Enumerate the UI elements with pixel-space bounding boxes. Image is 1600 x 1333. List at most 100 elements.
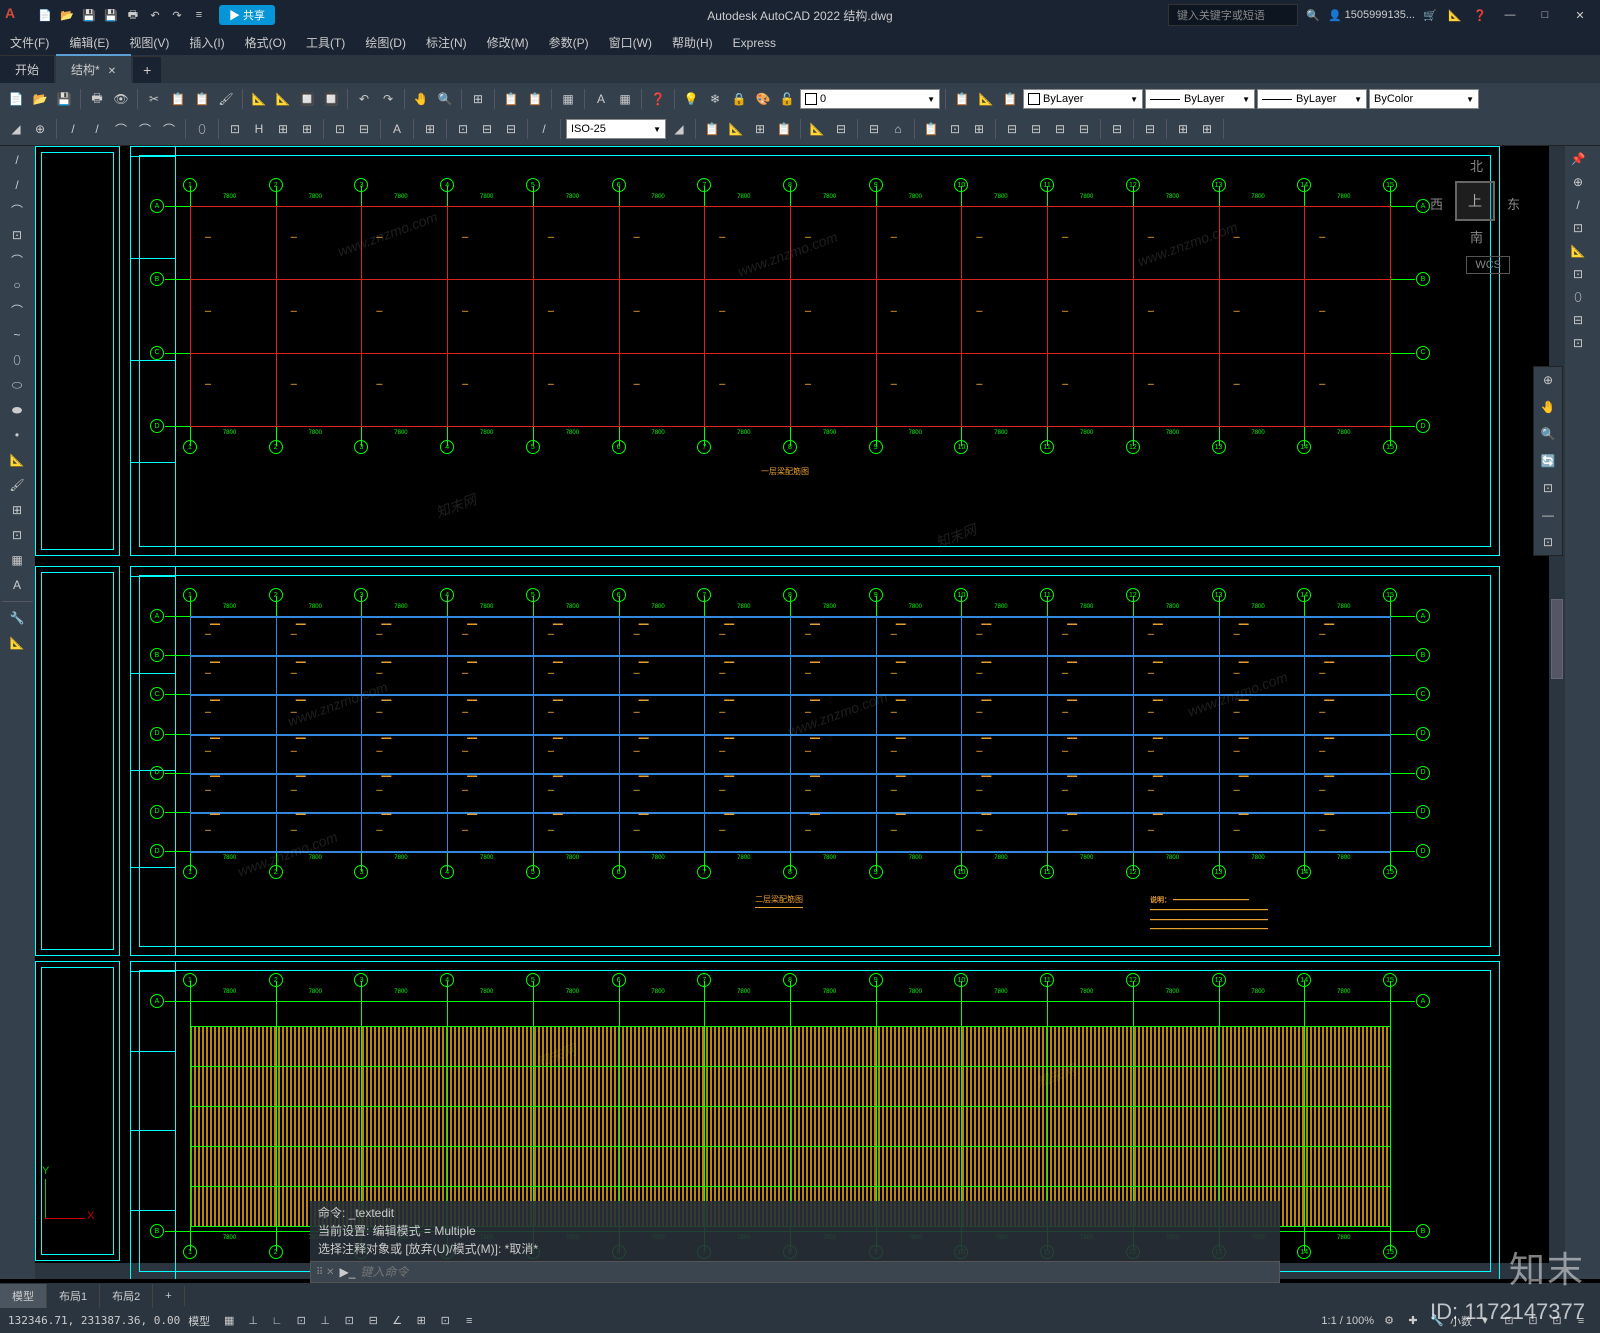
toolbar-btn-5[interactable]: 👁 <box>110 88 132 110</box>
dim-btn-9[interactable]: ⬯ <box>191 118 213 140</box>
draw-tool-10[interactable]: ⬬ <box>2 398 32 422</box>
tool2b-24[interactable]: ⊟ <box>1139 118 1161 140</box>
tab-layout1[interactable]: 布局1 <box>47 1284 100 1308</box>
nav-tool-1[interactable]: 🤚 <box>1534 394 1562 420</box>
tool2b-8[interactable]: ⊟ <box>830 118 852 140</box>
draw-tool-9[interactable]: ⬭ <box>2 373 32 397</box>
modify-tool-7[interactable]: ⊟ <box>1567 309 1589 331</box>
dim-btn-1[interactable]: ⊕ <box>29 118 51 140</box>
tool2b-2[interactable]: 📋 <box>701 118 723 140</box>
modify-tool-5[interactable]: ⊡ <box>1567 263 1589 285</box>
draw-tool-8[interactable]: ⬯ <box>2 348 32 372</box>
menu-dimension[interactable]: 标注(N) <box>426 34 467 51</box>
tool2b-27[interactable]: ⊞ <box>1196 118 1218 140</box>
menu-insert[interactable]: 插入(I) <box>189 34 224 51</box>
menu-format[interactable]: 格式(O) <box>245 34 286 51</box>
draw-tool-7[interactable]: ~ <box>2 323 32 347</box>
tool2b-13[interactable]: 📋 <box>920 118 942 140</box>
dim-btn-23[interactable]: ⊡ <box>452 118 474 140</box>
toolbar-btn-26[interactable]: 📋 <box>524 88 546 110</box>
command-input[interactable] <box>360 1265 1274 1279</box>
draw-tool-0[interactable]: / <box>2 148 32 172</box>
toolbar-btn-2[interactable]: 💾 <box>53 88 75 110</box>
qat-save[interactable]: 💾 <box>79 5 99 25</box>
draw-tool-5[interactable]: ○ <box>2 273 32 297</box>
draw-tool-13[interactable]: 🖌 <box>2 473 32 497</box>
tool2b-3[interactable]: 📐 <box>725 118 747 140</box>
nav-tool-4[interactable]: ⊡ <box>1534 475 1562 501</box>
draw-tool-2[interactable]: ⌒ <box>2 198 32 222</box>
status-btn-1[interactable]: ⊥ <box>242 1311 264 1331</box>
prop-color[interactable]: ByLayer▼ <box>1023 89 1143 109</box>
tab-layout2[interactable]: 布局2 <box>100 1284 153 1308</box>
menu-window[interactable]: 窗口(W) <box>609 34 652 51</box>
modify-tool-0[interactable]: 📌 <box>1567 148 1589 170</box>
toolbar-btn-1[interactable]: 📂 <box>29 88 51 110</box>
dim-btn-21[interactable]: ⊞ <box>419 118 441 140</box>
status-btn-3[interactable]: ⊡ <box>290 1311 312 1331</box>
layer-tool-1[interactable]: 📐 <box>975 88 997 110</box>
modify-tool-2[interactable]: / <box>1567 194 1589 216</box>
draw-tool-16[interactable]: ▦ <box>2 548 32 572</box>
draw-tool-15[interactable]: ⊡ <box>2 523 32 547</box>
tool2b-17[interactable]: ⊟ <box>1001 118 1023 140</box>
status-right-0[interactable]: ⚙ <box>1378 1311 1400 1331</box>
dim-btn-7[interactable]: ⌒ <box>158 118 180 140</box>
share-button[interactable]: ▶ 共享 <box>219 5 275 25</box>
draw-tool-1[interactable]: / <box>2 173 32 197</box>
status-btn-5[interactable]: ⊡ <box>338 1311 360 1331</box>
dim-btn-3[interactable]: / <box>62 118 84 140</box>
toolbar-btn-36[interactable]: ❄ <box>704 88 726 110</box>
dimstyle-dropdown[interactable]: ISO-25▼ <box>566 119 666 139</box>
layer-tool-0[interactable]: 📋 <box>951 88 973 110</box>
maximize-button[interactable]: □ <box>1530 5 1560 25</box>
menu-tools[interactable]: 工具(T) <box>306 34 345 51</box>
prop-ltype[interactable]: ByLayer▼ <box>1145 89 1255 109</box>
help-icon[interactable]: ❓ <box>1470 5 1490 25</box>
draw-tool-12[interactable]: 📐 <box>2 448 32 472</box>
draw-tool-11[interactable]: • <box>2 423 32 447</box>
toolbar-btn-4[interactable]: 🖶 <box>86 88 108 110</box>
prop-plot[interactable]: ByColor▼ <box>1369 89 1479 109</box>
status-right-1[interactable]: ✚ <box>1402 1311 1424 1331</box>
tool2b-18[interactable]: ⊟ <box>1025 118 1047 140</box>
dim-btn-24[interactable]: ⊟ <box>476 118 498 140</box>
modify-tool-8[interactable]: ⊡ <box>1567 332 1589 354</box>
status-btn-2[interactable]: ∟ <box>266 1311 288 1331</box>
toolbar-btn-13[interactable]: 📐 <box>272 88 294 110</box>
filetab-start[interactable]: 开始 <box>0 55 54 83</box>
draw-tool-6[interactable]: ⌒ <box>2 298 32 322</box>
toolbar-btn-7[interactable]: ✂ <box>143 88 165 110</box>
nav-tool-6[interactable]: ⊡ <box>1534 529 1562 555</box>
tool2b-20[interactable]: ⊟ <box>1073 118 1095 140</box>
tab-add-layout[interactable]: + <box>153 1286 184 1306</box>
toolbar-btn-0[interactable]: 📄 <box>5 88 27 110</box>
draw-tool-14[interactable]: ⊞ <box>2 498 32 522</box>
tool2b-5[interactable]: 📋 <box>773 118 795 140</box>
toolbar-btn-20[interactable]: 🤚 <box>410 88 432 110</box>
space-label[interactable]: 模型 <box>188 1313 210 1329</box>
scale-label[interactable]: 1:1 / 100% <box>1321 1315 1374 1327</box>
cmd-handle-icon[interactable]: ⠿ ✕ <box>316 1267 334 1278</box>
toolbar-btn-30[interactable]: A <box>590 88 612 110</box>
toolbar-btn-14[interactable]: 🔲 <box>296 88 318 110</box>
layer-dropdown[interactable]: 0▼ <box>800 89 940 109</box>
modify-tool-6[interactable]: ⬯ <box>1567 286 1589 308</box>
tool2b-4[interactable]: ⊞ <box>749 118 771 140</box>
modify-tool-1[interactable]: ⊕ <box>1567 171 1589 193</box>
draw-tool-17[interactable]: A <box>2 573 32 597</box>
qat-print[interactable]: 🖶 <box>123 5 143 25</box>
dim-btn-4[interactable]: / <box>86 118 108 140</box>
dim-btn-6[interactable]: ⌒ <box>134 118 156 140</box>
toolbar-btn-8[interactable]: 📋 <box>167 88 189 110</box>
toolbar-btn-9[interactable]: 📋 <box>191 88 213 110</box>
minimize-button[interactable]: — <box>1495 5 1525 25</box>
menu-draw[interactable]: 绘图(D) <box>365 34 406 51</box>
viewcube-north[interactable]: 北 <box>1470 156 1483 175</box>
cart-icon[interactable]: 🛒 <box>1420 5 1440 25</box>
search-icon[interactable]: 🔍 <box>1303 5 1323 25</box>
modify-tool-4[interactable]: 📐 <box>1567 240 1589 262</box>
nav-tool-2[interactable]: 🔍 <box>1534 421 1562 447</box>
dim-btn-12[interactable]: H <box>248 118 270 140</box>
tool2b-0[interactable]: ◢ <box>668 118 690 140</box>
